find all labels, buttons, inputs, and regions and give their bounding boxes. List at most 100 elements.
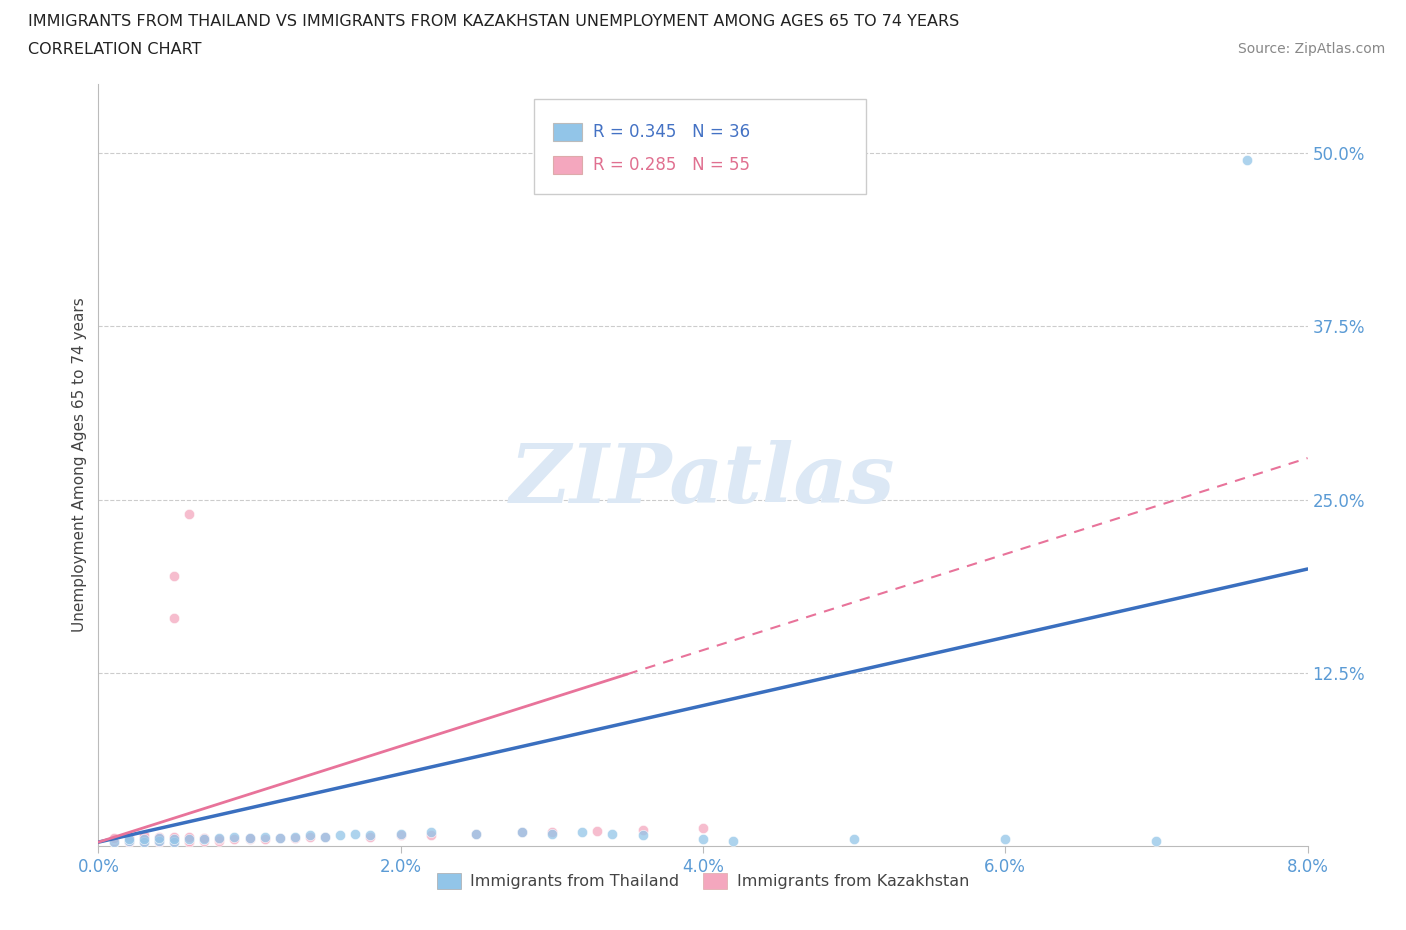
FancyBboxPatch shape — [553, 156, 582, 175]
Point — [269, 830, 291, 845]
Point — [132, 828, 155, 843]
Point — [118, 830, 141, 844]
Point — [193, 832, 215, 847]
Y-axis label: Unemployment Among Ages 65 to 74 years: Unemployment Among Ages 65 to 74 years — [72, 298, 87, 632]
Legend: Immigrants from Thailand, Immigrants from Kazakhstan: Immigrants from Thailand, Immigrants fro… — [430, 866, 976, 896]
Point — [329, 828, 352, 843]
Point — [239, 830, 262, 845]
Point — [179, 506, 201, 521]
Point — [148, 830, 170, 845]
Point — [239, 832, 262, 847]
Point — [314, 830, 336, 844]
Point — [540, 825, 562, 840]
Point — [208, 830, 231, 845]
Point — [602, 827, 624, 842]
Point — [179, 832, 201, 847]
Point — [118, 833, 141, 848]
Point — [571, 825, 593, 840]
Point — [723, 833, 745, 848]
Point — [132, 832, 155, 847]
Point — [360, 830, 382, 844]
Point — [148, 830, 170, 844]
Point — [132, 835, 155, 850]
Point — [163, 832, 186, 847]
Point — [179, 830, 201, 844]
Point — [193, 830, 215, 845]
Point — [163, 568, 186, 583]
FancyBboxPatch shape — [534, 99, 866, 194]
Point — [269, 830, 291, 845]
Point — [224, 832, 246, 847]
Point — [193, 832, 215, 847]
Text: Source: ZipAtlas.com: Source: ZipAtlas.com — [1237, 42, 1385, 56]
Point — [224, 830, 246, 844]
Point — [193, 833, 215, 848]
Text: IMMIGRANTS FROM THAILAND VS IMMIGRANTS FROM KAZAKHSTAN UNEMPLOYMENT AMONG AGES 6: IMMIGRANTS FROM THAILAND VS IMMIGRANTS F… — [28, 14, 959, 29]
Point — [118, 832, 141, 847]
Point — [179, 830, 201, 845]
Point — [586, 824, 609, 839]
Point — [132, 835, 155, 850]
Point — [148, 832, 170, 847]
Point — [994, 832, 1017, 847]
Point — [239, 830, 262, 845]
Point — [360, 828, 382, 843]
Point — [510, 825, 533, 840]
Point — [118, 835, 141, 850]
Point — [132, 832, 155, 847]
Point — [163, 830, 186, 844]
Point — [540, 827, 562, 842]
Point — [208, 833, 231, 848]
Point — [118, 832, 141, 847]
Point — [148, 835, 170, 850]
Point — [420, 825, 443, 840]
Point — [103, 835, 125, 850]
FancyBboxPatch shape — [553, 123, 582, 141]
Point — [179, 835, 201, 850]
Point — [253, 832, 276, 847]
Point — [844, 832, 866, 847]
Point — [132, 830, 155, 845]
Point — [692, 821, 714, 836]
Point — [163, 610, 186, 625]
Point — [103, 830, 125, 845]
Point — [118, 830, 141, 845]
Point — [631, 828, 654, 843]
Point — [148, 830, 170, 845]
Point — [163, 832, 186, 847]
Point — [163, 835, 186, 850]
Point — [179, 833, 201, 848]
Point — [163, 830, 186, 845]
Point — [103, 833, 125, 848]
Point — [179, 832, 201, 847]
Point — [208, 832, 231, 847]
Point — [420, 828, 443, 843]
Point — [148, 833, 170, 848]
Point — [148, 833, 170, 848]
Point — [389, 827, 412, 842]
Point — [284, 830, 307, 844]
Point — [132, 833, 155, 848]
Point — [118, 833, 141, 848]
Point — [253, 830, 276, 844]
Text: R = 0.285   N = 55: R = 0.285 N = 55 — [593, 156, 749, 174]
Point — [103, 832, 125, 847]
Point — [163, 833, 186, 848]
Text: ZIPatlas: ZIPatlas — [510, 440, 896, 520]
Point — [465, 827, 488, 842]
Point — [299, 828, 322, 843]
Point — [344, 827, 367, 842]
Point — [465, 827, 488, 842]
Point — [1236, 153, 1258, 167]
Point — [103, 835, 125, 850]
Point — [284, 830, 307, 845]
Point — [163, 835, 186, 850]
Point — [1146, 833, 1168, 848]
Point — [299, 830, 322, 844]
Point — [631, 822, 654, 837]
Text: CORRELATION CHART: CORRELATION CHART — [28, 42, 201, 57]
Text: R = 0.345   N = 36: R = 0.345 N = 36 — [593, 123, 749, 140]
Point — [510, 825, 533, 840]
Point — [132, 830, 155, 844]
Point — [389, 828, 412, 843]
